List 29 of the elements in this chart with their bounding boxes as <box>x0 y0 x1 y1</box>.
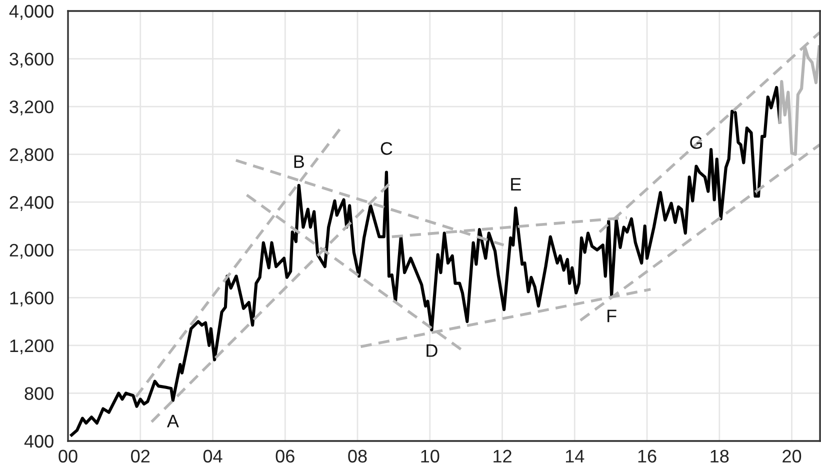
annotation: G <box>690 136 702 149</box>
x-tick-label: 18 <box>710 450 729 463</box>
y-tick-label: 4,000 <box>9 4 54 20</box>
x-tick-label: 02 <box>131 450 150 463</box>
x-tick-label: 08 <box>348 450 367 463</box>
line-series <box>70 86 782 437</box>
annotation: B <box>294 155 304 168</box>
y-tick-label: 800 <box>24 387 54 400</box>
annotation: E <box>511 178 521 191</box>
y-tick-label: 3,600 <box>10 52 54 68</box>
x-tick-label: 06 <box>276 450 294 463</box>
annotation: F <box>608 310 616 322</box>
y-tick-label: 2,800 <box>10 148 54 164</box>
y-tick-label: 3,200 <box>10 100 54 116</box>
x-tick-label: 20 <box>782 450 802 463</box>
x-tick-label: 14 <box>566 450 584 462</box>
x-tick-label: 04 <box>203 450 222 463</box>
annotation: A <box>166 414 179 428</box>
y-tick-label: 1,200 <box>10 339 54 354</box>
x-tick-label: 00 <box>58 450 78 463</box>
x-tick-label: 10 <box>421 450 440 463</box>
y-tick-label: 400 <box>24 434 54 448</box>
x-tick-label: 16 <box>638 450 656 463</box>
y-tick-label: 2,400 <box>10 196 54 211</box>
annotation: D <box>426 344 438 357</box>
x-tick-label: 12 <box>494 450 512 462</box>
annotation: C <box>380 142 392 155</box>
y-tick-label: 1,600 <box>10 292 54 307</box>
y-tick-label: 2,000 <box>10 244 54 259</box>
